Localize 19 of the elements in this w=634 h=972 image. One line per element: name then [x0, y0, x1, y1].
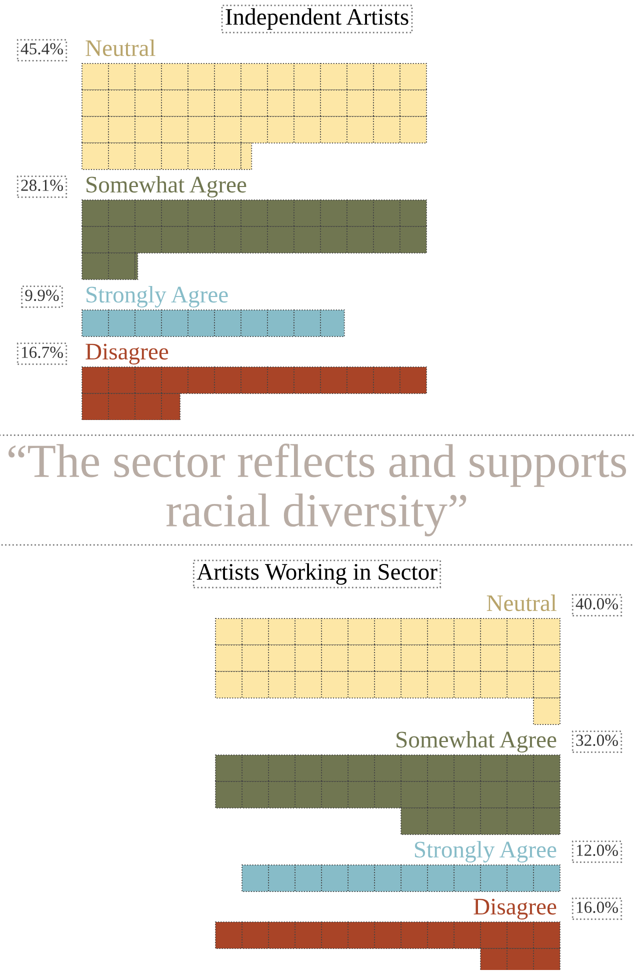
text: Independent Artists [226, 8, 408, 30]
category-label: Disagree [474, 898, 556, 920]
category-label: Strongly Agree [414, 841, 556, 862]
data-label: 12.0% [576, 844, 618, 856]
data-label: 16.7% [22, 346, 63, 358]
data-label: 40.0% [576, 598, 618, 610]
category-label: Somewhat Agree [396, 731, 556, 752]
data-label: 28.1% [21, 180, 63, 191]
category-label: Neutral [486, 594, 557, 612]
category-label: Disagree [86, 344, 168, 364]
category-label: Strongly Agree [86, 286, 228, 308]
category-label: Somewhat Agree [86, 176, 246, 198]
data-label: 16.0% [576, 902, 618, 913]
data-label: 32.0% [576, 734, 618, 746]
text: “The sector reflects and supports racial diversity” [8, 444, 626, 536]
text: Artists Working in Sector [196, 563, 438, 585]
data-label: 9.9% [25, 290, 59, 301]
category-label: Neutral [86, 40, 156, 56]
data-label: 45.4% [20, 43, 63, 54]
